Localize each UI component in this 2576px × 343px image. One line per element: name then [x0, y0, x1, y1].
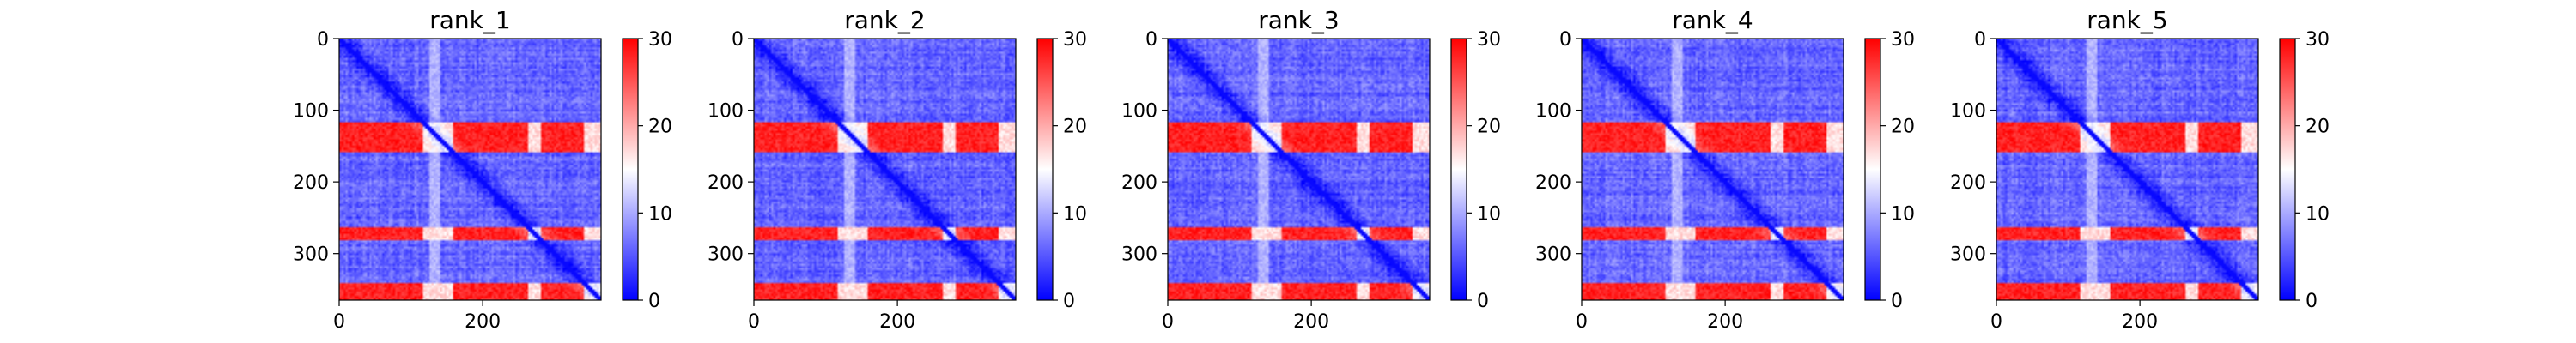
panel-title: rank_2 [844, 6, 925, 34]
colorbar-tick-label: 0 [648, 291, 660, 312]
colorbar-tick-label: 20 [1063, 117, 1087, 138]
heatmap-image [339, 39, 601, 300]
colorbar-tick-label: 0 [1477, 291, 1489, 312]
y-tick-label: 100 [708, 101, 744, 123]
colorbar-tick-label: 20 [2306, 117, 2330, 138]
heatmap-image [754, 39, 1016, 300]
y-tick-label: 200 [1121, 172, 1157, 194]
x-tick-label: 200 [465, 311, 501, 333]
plot-frame [338, 38, 602, 301]
heatmap-panel-4: rank_4 0 100 200 300 0 200 0 10 20 30 [1535, 6, 1915, 333]
y-tick-label: 0 [1559, 29, 1571, 51]
y-tick-label: 300 [293, 244, 329, 266]
heatmap-image [1582, 39, 1844, 300]
colorbar [1864, 38, 1881, 301]
y-tick-label: 100 [1121, 101, 1157, 123]
plot-frame [1167, 38, 1431, 301]
y-tick-label: 100 [293, 101, 329, 123]
colorbar-tick-label: 20 [648, 117, 672, 138]
x-tick-label: 200 [1293, 311, 1329, 333]
colorbar-tick-label: 30 [648, 29, 672, 51]
y-tick-label: 0 [732, 29, 744, 51]
y-tick-label: 300 [1121, 244, 1157, 266]
y-tick-label: 100 [1950, 101, 1986, 123]
colorbar-tick-label: 10 [648, 203, 672, 225]
x-tick-label: 200 [879, 311, 915, 333]
colorbar-tick-label: 30 [1477, 29, 1501, 51]
colorbar-tick-label: 0 [1891, 291, 1903, 312]
heatmap-panel-2: rank_2 0 100 200 300 0 200 0 10 20 30 [708, 6, 1087, 333]
panel-title: rank_5 [2087, 6, 2167, 34]
panel-title: rank_3 [1258, 6, 1339, 34]
heatmap-panel-3: rank_3 0 100 200 300 0 200 0 10 20 30 [1121, 6, 1501, 333]
plot-frame [1581, 38, 1844, 301]
x-tick-label: 0 [1990, 311, 2002, 333]
colorbar-tick-label: 10 [1891, 203, 1915, 225]
plot-frame [1996, 38, 2259, 301]
colorbar [2279, 38, 2296, 301]
colorbar-tick-label: 10 [2306, 203, 2330, 225]
colorbar-tick-label: 30 [1891, 29, 1915, 51]
y-tick-label: 100 [1535, 101, 1571, 123]
x-tick-label: 0 [1576, 311, 1588, 333]
heatmap-image [1996, 39, 2258, 300]
y-tick-label: 200 [1950, 172, 1986, 194]
y-tick-label: 0 [1974, 29, 1986, 51]
y-tick-label: 200 [293, 172, 329, 194]
heatmap-panel-1: rank_1 0 100 200 300 0 200 0 10 20 30 [293, 6, 672, 333]
y-tick-label: 0 [317, 29, 329, 51]
panel-title: rank_1 [429, 6, 510, 34]
heatmap-panel-5: rank_5 0 100 200 300 0 200 0 10 20 30 [1950, 6, 2330, 333]
colorbar-tick-label: 0 [1063, 291, 1075, 312]
colorbar-tick-label: 10 [1477, 203, 1501, 225]
panel-title: rank_4 [1672, 6, 1753, 34]
y-tick-label: 200 [1535, 172, 1571, 194]
y-tick-label: 200 [708, 172, 744, 194]
y-tick-label: 300 [1950, 244, 1986, 266]
colorbar-tick-label: 20 [1891, 117, 1915, 138]
x-tick-label: 200 [2122, 311, 2158, 333]
colorbar [1036, 38, 1054, 301]
colorbar-tick-label: 20 [1477, 117, 1501, 138]
heatmap-image [1168, 39, 1430, 300]
x-tick-label: 0 [1162, 311, 1174, 333]
y-tick-label: 300 [1535, 244, 1571, 266]
colorbar-tick-label: 0 [2306, 291, 2318, 312]
colorbar-tick-label: 30 [2306, 29, 2330, 51]
y-tick-label: 300 [708, 244, 744, 266]
x-tick-label: 0 [333, 311, 345, 333]
x-tick-label: 0 [748, 311, 760, 333]
colorbar [622, 38, 639, 301]
colorbar-tick-label: 30 [1063, 29, 1087, 51]
plot-frame [753, 38, 1017, 301]
colorbar-tick-label: 10 [1063, 203, 1087, 225]
x-tick-label: 200 [1707, 311, 1743, 333]
y-tick-label: 0 [1145, 29, 1157, 51]
colorbar [1450, 38, 1467, 301]
